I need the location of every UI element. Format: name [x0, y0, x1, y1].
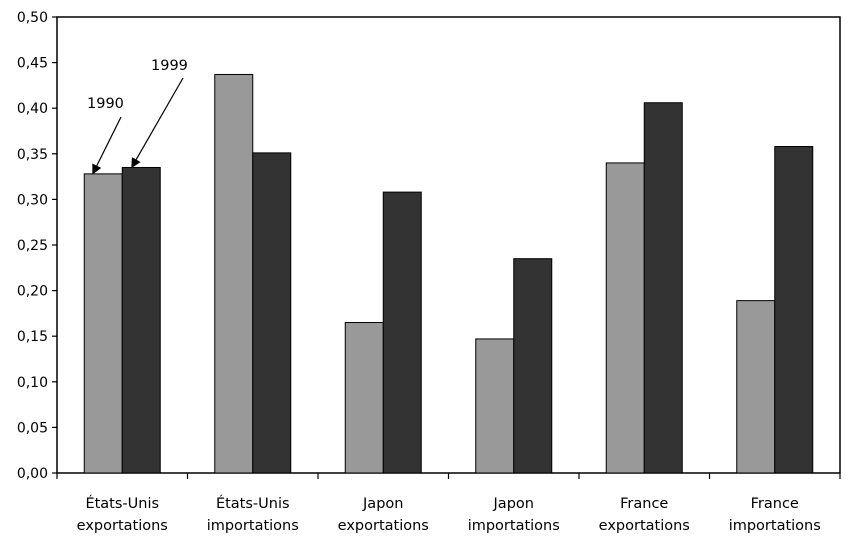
- y-tick-label: 0,25: [17, 238, 48, 254]
- bar-1990-0: [83, 173, 123, 474]
- x-tick-label-line: États-Unis: [216, 495, 290, 512]
- x-tick-label: États-Unis exportations: [77, 495, 168, 534]
- bar-1999-4: [643, 102, 683, 474]
- x-tick-label-line: importations: [207, 518, 299, 534]
- annotations: 1990 1999: [87, 58, 188, 175]
- x-tick-label-line: importations: [468, 518, 560, 534]
- plot-area-frame: [56, 16, 841, 474]
- bar-1990-1: [214, 73, 254, 474]
- x-tick-label-line: France: [620, 496, 668, 512]
- bar-1999-2: [382, 191, 422, 474]
- bar-1990-2: [344, 322, 384, 474]
- x-tick-label: Japon exportations: [338, 496, 429, 534]
- x-tick-label: États-Unis importations: [207, 495, 299, 534]
- x-tick-label-line: Japon: [493, 496, 534, 512]
- annotation-label: 1990: [87, 96, 124, 112]
- x-tick-label-line: importations: [729, 518, 821, 534]
- y-axis: 0,00 0,05 0,10 0,15 0,20 0,25 0,30 0,35 0,40 0,45…: [17, 10, 57, 482]
- y-tick-label: 0,30: [17, 192, 48, 208]
- bar-1990-5: [736, 300, 776, 474]
- x-axis: États-Unis exportations États-Unis importat…: [56, 473, 841, 534]
- bar-1990-3: [475, 338, 515, 474]
- y-tick-label: 0,50: [17, 10, 48, 26]
- x-tick-label: Japon importations: [468, 496, 560, 534]
- x-tick-label-line: exportations: [599, 518, 690, 534]
- y-tick-label: 0,20: [17, 284, 48, 300]
- y-tick-label: 0,40: [17, 101, 48, 117]
- y-tick-label: 0,05: [17, 420, 48, 436]
- y-tick-label: 0,00: [17, 466, 48, 482]
- x-tick-label: France exportations: [599, 496, 690, 534]
- annotation-arrow: [131, 77, 184, 169]
- y-tick-label: 0,10: [17, 375, 48, 391]
- y-tick-label: 0,35: [17, 147, 48, 163]
- bar-1999-0: [121, 166, 161, 474]
- bar-1999-1: [252, 152, 292, 474]
- x-tick-label-line: Japon: [362, 496, 403, 512]
- x-tick-label-line: États-Unis: [85, 495, 159, 512]
- x-tick-label-line: exportations: [338, 518, 429, 534]
- bar-1990-4: [605, 162, 645, 474]
- annotation-label: 1999: [151, 58, 188, 74]
- annotation-arrow: [92, 116, 122, 175]
- y-tick-label: 0,45: [17, 56, 48, 72]
- bar-1999-3: [513, 258, 553, 474]
- x-tick-label: France importations: [729, 496, 821, 534]
- y-tick-label: 0,15: [17, 329, 48, 345]
- x-tick-label-line: exportations: [77, 518, 168, 534]
- x-tick-label-line: France: [751, 496, 799, 512]
- bars: [83, 73, 814, 474]
- bar-1999-5: [774, 146, 814, 474]
